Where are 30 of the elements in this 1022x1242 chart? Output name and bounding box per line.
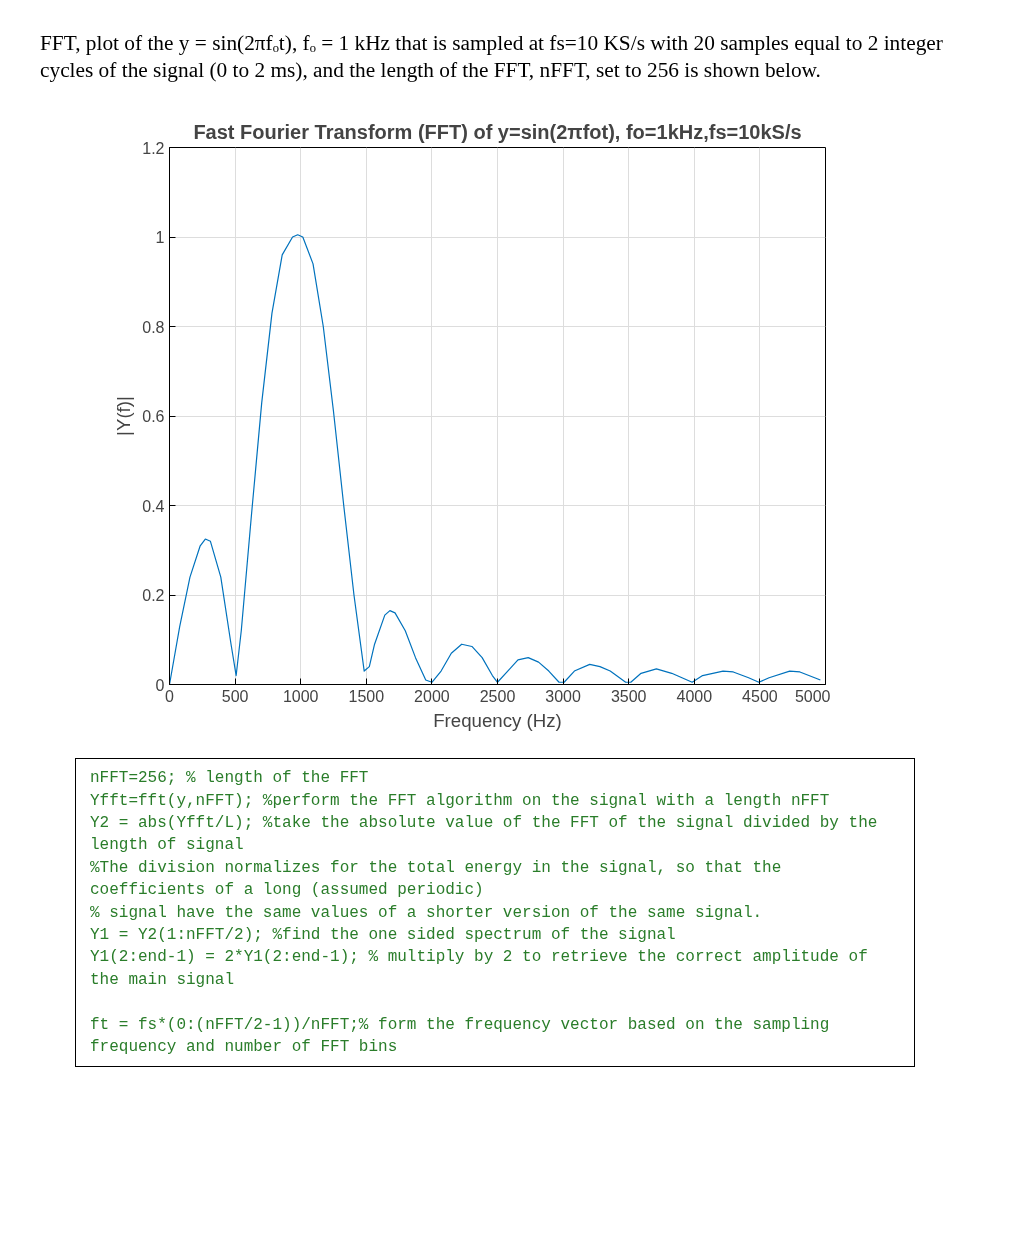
text: % signal have the same values of a shorter version of the same signal.: [90, 903, 763, 922]
x-tick-label: 4000: [676, 687, 713, 705]
text: Yfft=fft(y,nFFT); %perform the FFT algorithm on the signal with a length nFFT: [90, 791, 830, 810]
y-tick-label: 0.2: [142, 587, 165, 605]
line-series: [169, 234, 821, 685]
x-tick-label: 1000: [282, 687, 319, 705]
text: Y1(2:end-1) = 2*Y1(2:end-1); % multiply by 2 to retrieve the correct amplitude of the main signal: [90, 948, 868, 989]
text: nFFT=256; % length of the FFT: [90, 769, 369, 788]
y-tick-label: 0.4: [142, 497, 165, 515]
x-tick-label: 1500: [348, 687, 385, 705]
y-tick-label: 1: [155, 229, 165, 247]
x-tick-label: 2500: [479, 687, 516, 705]
x-tick-label: 5000: [794, 687, 831, 705]
x-tick-label: 2000: [414, 687, 450, 705]
text: ft = fs*(0:(nFFT/2-1))/nFFT;% form the frequency vector based on the sampling frequency and number of FFT bins: [90, 1015, 830, 1056]
y-tick-label: 1.2: [142, 139, 165, 157]
x-tick-label: 3500: [610, 687, 647, 705]
x-axis-title: Frequency (Hz): [433, 709, 562, 731]
x-tick-label: 500: [221, 687, 249, 705]
x-tick-label: 4500: [742, 687, 778, 705]
text: %The division normalizes for the total energy in the signal, so that the coefficients of a long (assumed periodic): [90, 858, 782, 900]
y-tick-label: 0.6: [142, 408, 165, 426]
y-tick-label: 0: [155, 676, 165, 694]
y-axis-title: |Y(f)|: [113, 396, 135, 437]
x-tick-label: 3000: [545, 687, 581, 705]
text: Y2 = abs(Yfft/L); %take the absolute value of the FFT of the signal divided by the length of signal: [90, 814, 878, 855]
y-tick-label: 0.8: [142, 318, 165, 336]
text: Y1 = Y2(1:nFFT/2); %find the one sided spectrum of the signal: [90, 926, 676, 945]
chart-title: Fast Fourier Transform (FFT) of y=sin(2πfot), fo=1kHz,fs=10kS/s: [193, 120, 802, 143]
chart-subtitle: FFT, plot of the y = sin(2πfₒt), fₒ = 1 kHz that is sampled at fs=10 KS/s with 20 samples equal to 2 integer cycles of the signal (0 to 2 ms), and the length of the FFT, nFFT, set to 256 is shown below.: [40, 30, 944, 84]
